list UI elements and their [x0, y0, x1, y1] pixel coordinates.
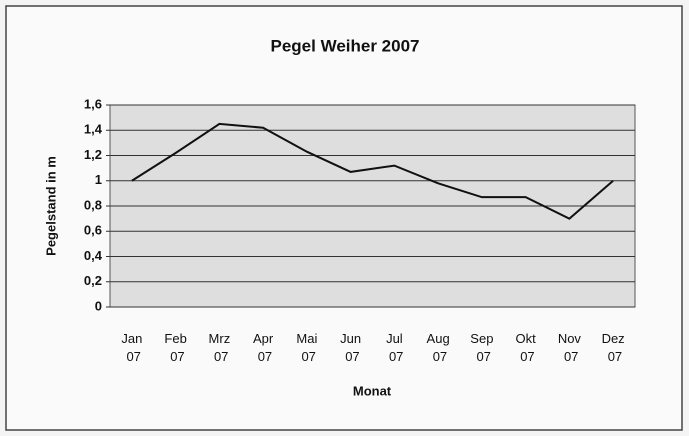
y-tick-label: 0,8 — [84, 197, 102, 212]
y-tick-label: 1,4 — [84, 122, 103, 137]
x-tick-label: Jan 07 — [121, 331, 142, 364]
x-tick-label: Aug 07 — [427, 331, 450, 364]
x-axis-label: Monat — [353, 383, 392, 398]
x-tick-label: Jun 07 — [340, 331, 361, 364]
x-tick-label: Apr 07 — [253, 331, 274, 364]
x-tick-label: Jul 07 — [385, 331, 403, 364]
x-tick-label: Sep 07 — [470, 331, 493, 364]
x-tick-label: Mai 07 — [296, 331, 317, 364]
x-tick-label: Feb 07 — [164, 331, 186, 364]
x-tick-label: Okt 07 — [516, 331, 537, 364]
chart-title: Pegel Weiher 2007 — [271, 36, 420, 55]
y-tick-label: 0,2 — [84, 273, 102, 288]
y-tick-label: 0,4 — [84, 248, 103, 263]
y-tick-label: 0,6 — [84, 223, 102, 238]
x-tick-label: Dez 07 — [602, 331, 625, 364]
y-tick-label: 1,2 — [84, 147, 102, 162]
y-tick-label: 1 — [95, 172, 102, 187]
y-tick-label: 0 — [95, 298, 102, 313]
x-tick-label: Nov 07 — [558, 331, 582, 364]
y-tick-label: 1,6 — [84, 96, 102, 111]
x-tick-label: Mrz 07 — [209, 331, 231, 364]
y-axis-label: Pegelstand in m — [43, 156, 58, 256]
data-line — [131, 122, 614, 220]
